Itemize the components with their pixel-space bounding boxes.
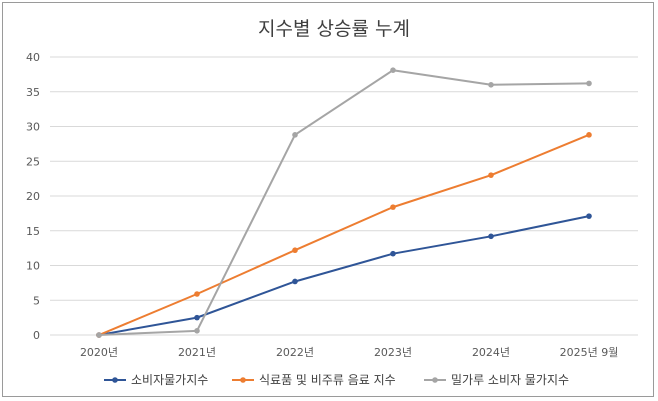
x-tick-label: 2020년 — [80, 346, 118, 359]
legend: 소비자물가지수 식료품 및 비주류 음료 지수 밀가루 소비자 물가지수 — [104, 373, 569, 387]
data-point — [488, 172, 494, 178]
y-tick-label: 10 — [26, 260, 40, 273]
x-axis-ticks: 2020년 2021년 2022년 2023년 2024년 2025년 9월 — [80, 346, 618, 359]
data-point — [586, 132, 592, 138]
data-point — [586, 80, 592, 87]
x-tick-label: 2024년 — [472, 346, 510, 359]
x-tick-label: 2023년 — [374, 346, 412, 359]
data-point — [390, 204, 396, 210]
data-point — [488, 233, 494, 240]
legend-label: 소비자물가지수 — [131, 373, 208, 387]
y-tick-label: 20 — [26, 190, 40, 203]
legend-label: 밀가루 소비자 물가지수 — [451, 373, 569, 387]
data-point — [292, 278, 298, 285]
y-tick-label: 15 — [26, 225, 40, 238]
series-line — [98, 133, 590, 336]
y-tick-label: 5 — [33, 294, 40, 307]
gridlines — [50, 56, 638, 336]
legend-marker — [432, 377, 438, 383]
y-axis-ticks: 0 5 10 15 20 25 30 35 40 — [26, 51, 40, 342]
data-point — [390, 250, 396, 257]
chart-title: 지수별 상승률 누계 — [258, 18, 410, 40]
data-point — [390, 67, 396, 74]
data-point — [96, 332, 102, 338]
series-lines — [96, 67, 592, 338]
data-point — [586, 213, 592, 219]
data-point — [194, 291, 200, 297]
data-point — [292, 132, 298, 138]
y-tick-label: 25 — [26, 155, 40, 168]
legend-marker — [240, 377, 246, 383]
x-tick-label: 2022년 — [276, 346, 314, 359]
data-point — [292, 247, 298, 254]
series-line — [98, 215, 590, 336]
series-line — [98, 69, 590, 336]
x-tick-label: 2021년 — [178, 346, 216, 359]
y-tick-label: 30 — [26, 121, 40, 134]
data-point — [194, 314, 200, 321]
legend-marker — [112, 377, 118, 383]
y-tick-label: 40 — [26, 51, 40, 64]
x-tick-label: 2025년 9월 — [560, 346, 619, 359]
data-point — [488, 82, 494, 88]
y-tick-label: 35 — [26, 86, 40, 99]
y-tick-label: 0 — [33, 329, 40, 342]
data-point — [194, 328, 200, 334]
legend-label: 식료품 및 비주류 음료 지수 — [259, 373, 396, 387]
